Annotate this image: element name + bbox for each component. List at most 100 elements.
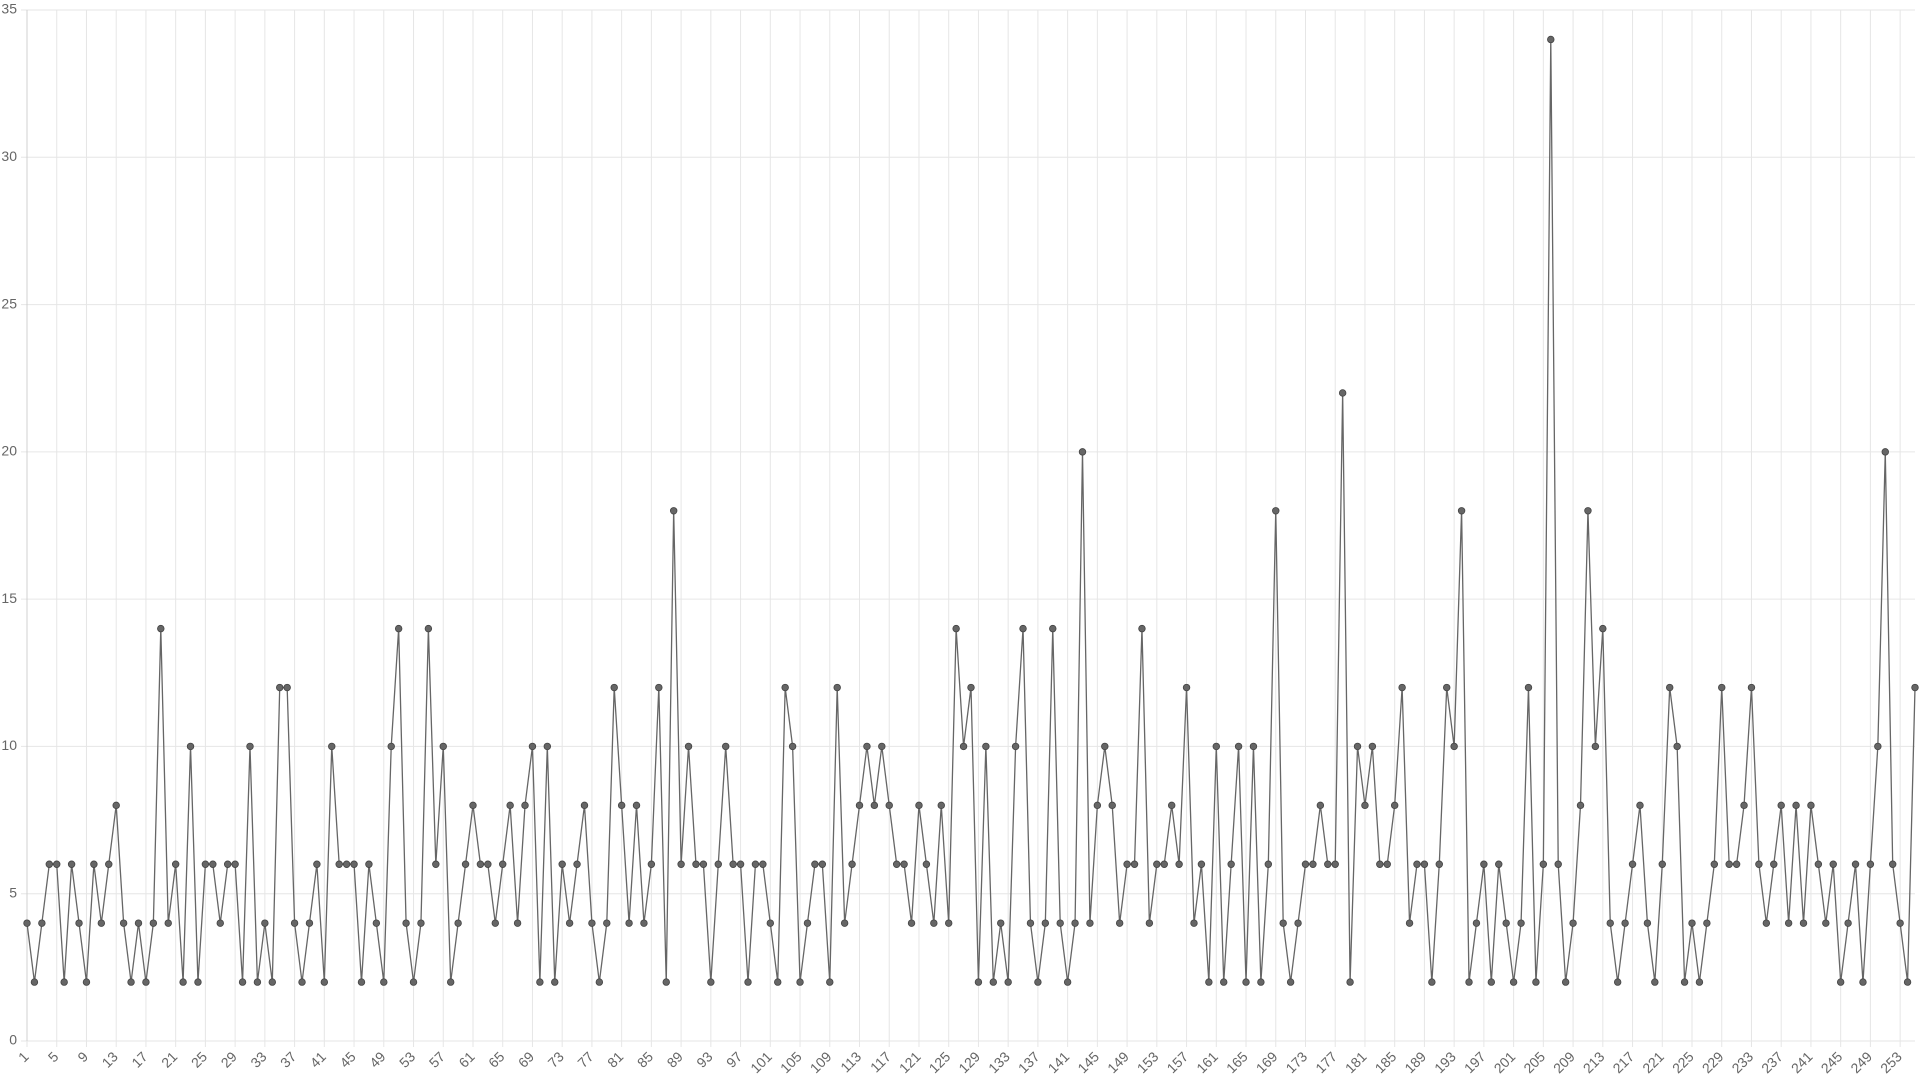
x-tick-label: 205: [1520, 1048, 1548, 1076]
data-point: [736, 860, 745, 868]
data-point: [1175, 860, 1183, 868]
data-point: [907, 919, 916, 927]
data-point: [1167, 801, 1176, 810]
data-point: [1561, 978, 1570, 986]
data-point: [350, 860, 358, 868]
data-point: [1145, 919, 1154, 927]
x-tick-label: 85: [634, 1048, 656, 1070]
data-point: [1138, 624, 1146, 633]
x-tick-label: 221: [1639, 1048, 1667, 1076]
x-tick-label: 69: [515, 1048, 537, 1070]
data-point: [1539, 860, 1548, 868]
data-point: [647, 860, 656, 868]
data-point: [1576, 801, 1585, 810]
data-point: [945, 919, 953, 927]
data-point: [662, 978, 670, 986]
x-tick-label: 53: [396, 1048, 418, 1070]
y-tick-label: 10: [1, 737, 17, 753]
data-point: [1866, 860, 1875, 868]
data-point: [1889, 860, 1897, 868]
x-tick-label: 245: [1818, 1048, 1846, 1076]
data-point: [402, 919, 410, 927]
data-point: [276, 683, 284, 692]
data-point: [1041, 919, 1050, 927]
data-point: [409, 978, 418, 986]
data-point: [722, 742, 730, 751]
data-point: [1695, 978, 1704, 986]
data-point: [119, 919, 128, 927]
data-point: [1234, 742, 1243, 751]
data-point: [885, 801, 893, 810]
data-point: [1071, 919, 1079, 927]
data-point: [603, 919, 611, 927]
data-point: [476, 860, 485, 868]
x-tick-label: 129: [955, 1048, 983, 1076]
data-point: [714, 860, 722, 868]
data-point: [1383, 860, 1391, 868]
data-point: [1398, 683, 1406, 692]
data-point: [387, 742, 395, 751]
data-point: [1569, 919, 1577, 927]
data-point: [1227, 860, 1235, 868]
x-tick-label: 145: [1074, 1048, 1102, 1076]
x-tick-label: 9: [74, 1048, 91, 1065]
data-point: [179, 978, 187, 986]
data-point: [1078, 448, 1087, 456]
data-point: [1212, 742, 1220, 751]
data-point: [328, 742, 336, 751]
data-point: [1205, 978, 1213, 986]
data-point: [595, 978, 604, 986]
data-point: [1420, 860, 1429, 868]
data-point: [692, 860, 700, 868]
x-tick-label: 213: [1580, 1048, 1608, 1076]
data-point: [1509, 978, 1518, 986]
x-tick-label: 185: [1372, 1048, 1400, 1076]
data-point: [1049, 624, 1057, 633]
data-point: [878, 742, 886, 751]
data-point: [1435, 860, 1443, 868]
data-point: [60, 978, 68, 986]
x-tick-label: 153: [1134, 1048, 1162, 1076]
data-point: [194, 978, 202, 986]
data-point: [766, 919, 775, 927]
data-point: [1279, 919, 1287, 927]
x-tick-label: 33: [247, 1048, 269, 1070]
data-point: [491, 919, 499, 927]
data-point: [811, 860, 819, 868]
data-point: [751, 860, 760, 868]
x-tick-label: 189: [1401, 1048, 1429, 1076]
data-point: [1465, 978, 1473, 986]
data-point: [1272, 507, 1280, 515]
data-point: [513, 919, 522, 927]
x-tick-label: 77: [574, 1048, 596, 1070]
data-point: [1257, 978, 1265, 986]
data-point: [1666, 683, 1674, 692]
x-tick-label: 133: [985, 1048, 1013, 1076]
x-tick-label: 253: [1877, 1048, 1905, 1076]
data-point: [1086, 919, 1094, 927]
data-point: [1643, 919, 1652, 927]
data-point: [655, 683, 663, 692]
data-point: [699, 860, 708, 868]
data-point: [1190, 919, 1198, 927]
data-point: [1747, 683, 1756, 692]
x-tick-label: 169: [1253, 1048, 1281, 1076]
data-point: [1836, 978, 1845, 986]
data-point: [253, 978, 262, 986]
data-point: [1338, 389, 1347, 397]
x-tick-label: 137: [1015, 1048, 1043, 1076]
x-tick-label: 109: [807, 1048, 835, 1076]
data-point: [1807, 801, 1815, 810]
data-point: [1324, 860, 1332, 868]
data-point: [610, 683, 618, 692]
data-point: [469, 801, 477, 810]
data-point: [840, 919, 849, 927]
data-point: [499, 860, 507, 868]
data-point: [1673, 742, 1681, 751]
data-point: [528, 742, 537, 751]
x-tick-label: 73: [545, 1048, 567, 1070]
x-tick-label: 21: [158, 1048, 180, 1070]
x-tick-label: 41: [307, 1048, 329, 1070]
